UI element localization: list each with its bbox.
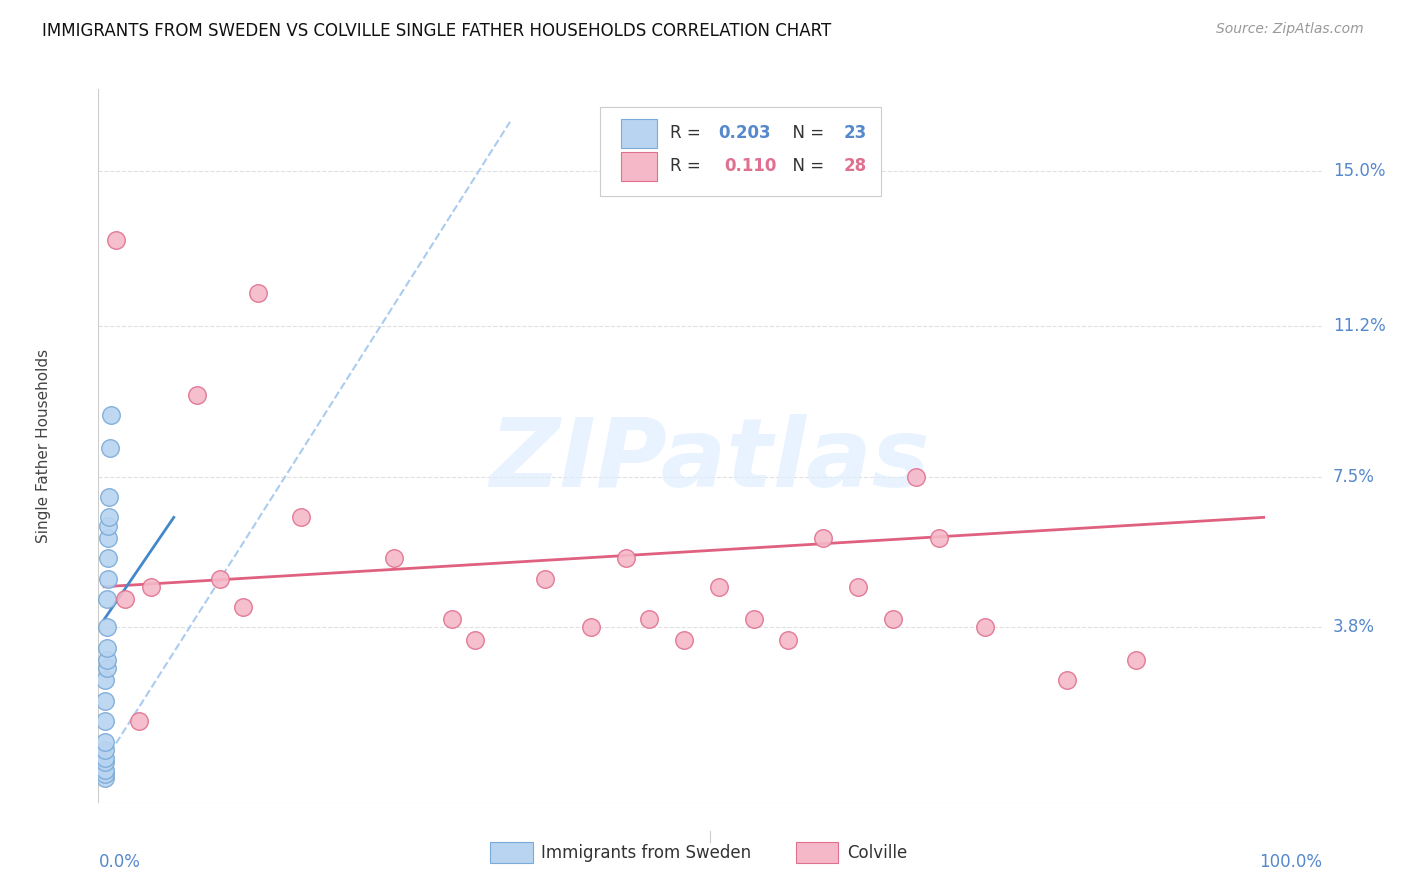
Text: 7.5%: 7.5% (1333, 467, 1375, 485)
Point (94, 755, 117, 769)
Point (96, 653, 118, 667)
Point (98, 441, 121, 455)
Text: R =: R = (669, 157, 711, 175)
Point (94, 767, 117, 781)
Text: ZIPatlas: ZIPatlas (489, 414, 931, 507)
Point (247, 286, 270, 301)
Point (97, 490, 120, 504)
FancyBboxPatch shape (796, 842, 838, 863)
Point (811, 531, 834, 545)
Point (382, 551, 405, 566)
Point (94, 734, 117, 748)
Point (94, 763, 117, 777)
Point (707, 580, 730, 594)
Point (114, 591, 136, 606)
Point (1056, 673, 1078, 688)
Point (96, 591, 118, 606)
Point (94, 772, 117, 786)
FancyBboxPatch shape (489, 842, 533, 863)
Point (94, 751, 117, 765)
Point (97, 572, 120, 586)
FancyBboxPatch shape (600, 107, 882, 196)
Point (97, 531, 120, 545)
Point (904, 469, 927, 483)
Point (778, 632, 800, 647)
Point (614, 551, 637, 566)
Text: 0.0%: 0.0% (98, 853, 141, 871)
Point (97, 510, 120, 524)
Point (638, 612, 661, 626)
Text: 23: 23 (844, 125, 866, 143)
Point (128, 714, 150, 729)
Point (96, 661, 118, 675)
Text: Source: ZipAtlas.com: Source: ZipAtlas.com (1216, 22, 1364, 37)
Point (974, 620, 997, 634)
Point (441, 612, 464, 626)
Point (139, 580, 162, 594)
Point (232, 600, 254, 615)
Text: N =: N = (782, 157, 830, 175)
Point (1125, 653, 1147, 667)
Point (104, 233, 127, 247)
Text: Single Father Households: Single Father Households (37, 349, 51, 543)
FancyBboxPatch shape (620, 152, 658, 180)
Point (94, 743, 117, 757)
Point (464, 632, 486, 647)
Text: 15.0%: 15.0% (1333, 161, 1385, 180)
Point (579, 620, 602, 634)
Point (100, 409, 122, 423)
Point (846, 580, 869, 594)
Point (186, 388, 208, 402)
Text: 0.203: 0.203 (718, 125, 772, 143)
Text: 3.8%: 3.8% (1333, 618, 1375, 637)
Point (742, 612, 765, 626)
Point (97, 551, 120, 566)
Text: 0.110: 0.110 (724, 157, 778, 175)
Point (928, 531, 950, 545)
Point (94, 694, 117, 708)
Point (97, 518, 120, 533)
Text: 11.2%: 11.2% (1333, 317, 1385, 334)
Text: R =: R = (669, 125, 706, 143)
Text: N =: N = (782, 125, 830, 143)
Text: 100.0%: 100.0% (1258, 853, 1322, 871)
Text: Colville: Colville (846, 844, 907, 862)
Text: 28: 28 (844, 157, 866, 175)
Text: IMMIGRANTS FROM SWEDEN VS COLVILLE SINGLE FATHER HOUSEHOLDS CORRELATION CHART: IMMIGRANTS FROM SWEDEN VS COLVILLE SINGL… (42, 22, 831, 40)
Point (96, 620, 118, 634)
Point (290, 510, 312, 524)
Point (94, 714, 117, 729)
FancyBboxPatch shape (620, 120, 658, 148)
Point (882, 612, 904, 626)
Point (533, 572, 555, 586)
Point (672, 632, 695, 647)
Point (209, 572, 232, 586)
Text: Immigrants from Sweden: Immigrants from Sweden (541, 844, 751, 862)
Point (94, 673, 117, 688)
Point (96, 640, 118, 655)
